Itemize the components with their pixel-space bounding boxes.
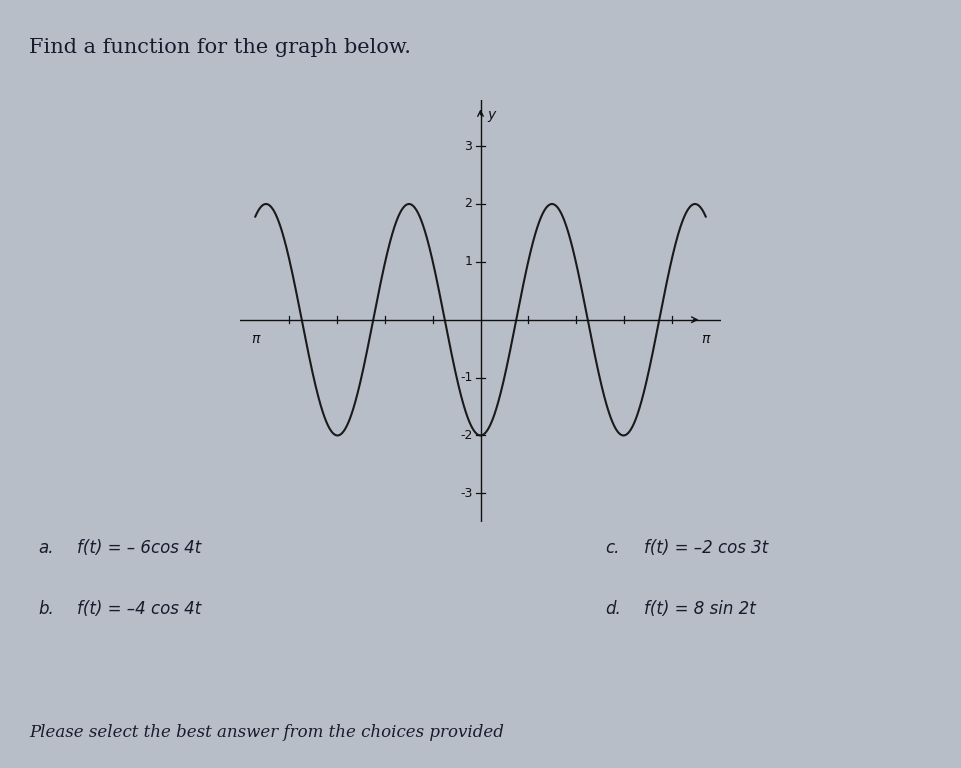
Text: b.: b. — [38, 601, 54, 618]
Text: c.: c. — [605, 539, 620, 557]
Text: y: y — [487, 108, 496, 122]
Text: 3: 3 — [464, 140, 472, 153]
Text: π: π — [251, 333, 259, 346]
Text: f(t) = –4 cos 4t: f(t) = –4 cos 4t — [77, 601, 201, 618]
Text: f(t) = –2 cos 3t: f(t) = –2 cos 3t — [644, 539, 768, 557]
Text: a.: a. — [38, 539, 54, 557]
Text: -2: -2 — [460, 429, 472, 442]
Text: f(t) = – 6cos 4t: f(t) = – 6cos 4t — [77, 539, 201, 557]
Text: Please select the best answer from the choices provided: Please select the best answer from the c… — [29, 724, 504, 741]
Text: 1: 1 — [464, 255, 472, 268]
Text: -3: -3 — [460, 487, 472, 500]
Text: π: π — [702, 333, 710, 346]
Text: Find a function for the graph below.: Find a function for the graph below. — [29, 38, 411, 58]
Text: 2: 2 — [464, 197, 472, 210]
Text: -1: -1 — [460, 371, 472, 384]
Text: f(t) = 8 sin 2t: f(t) = 8 sin 2t — [644, 601, 755, 618]
Text: d.: d. — [605, 601, 621, 618]
